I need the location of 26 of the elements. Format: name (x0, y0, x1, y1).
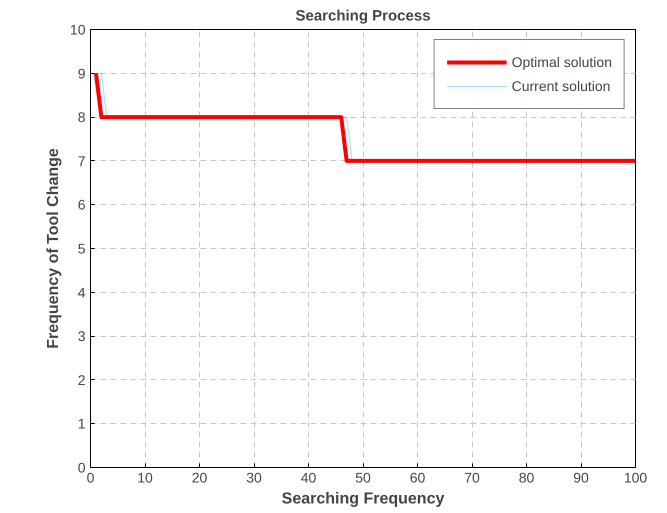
y-tick-label: 4 (78, 284, 86, 300)
y-axis-title: Frequency of Tool Change (44, 148, 62, 349)
x-tick-label: 90 (573, 470, 589, 486)
y-tick-label: 5 (78, 240, 86, 256)
x-tick-label: 40 (300, 470, 316, 486)
y-tick-label: 0 (78, 460, 86, 476)
x-tick-label: 80 (518, 470, 534, 486)
y-tick-label: 6 (78, 196, 86, 213)
x-tick-label: 20 (192, 470, 208, 486)
y-tick-label: 7 (78, 152, 86, 169)
y-tick-label: 2 (78, 372, 86, 388)
y-tick-label: 3 (78, 328, 86, 344)
x-tick-label: 50 (355, 470, 371, 486)
x-tick-label: 70 (464, 470, 480, 486)
x-axis-title: Searching Frequency (282, 490, 444, 508)
x-tick-label: 60 (410, 470, 426, 486)
y-tick-label: 9 (78, 65, 86, 82)
y-tick-label: 8 (78, 109, 86, 126)
x-tick-label: 100 (624, 470, 648, 486)
x-tick-label: 30 (246, 470, 262, 486)
legend-label: Optimal solution (512, 54, 612, 70)
legend-label: Current solution (512, 78, 610, 94)
chart-title: Searching Process (295, 8, 431, 24)
x-tick-label: 10 (137, 470, 153, 486)
y-tick-label: 10 (70, 22, 86, 38)
y-tick-label: 1 (78, 416, 86, 432)
